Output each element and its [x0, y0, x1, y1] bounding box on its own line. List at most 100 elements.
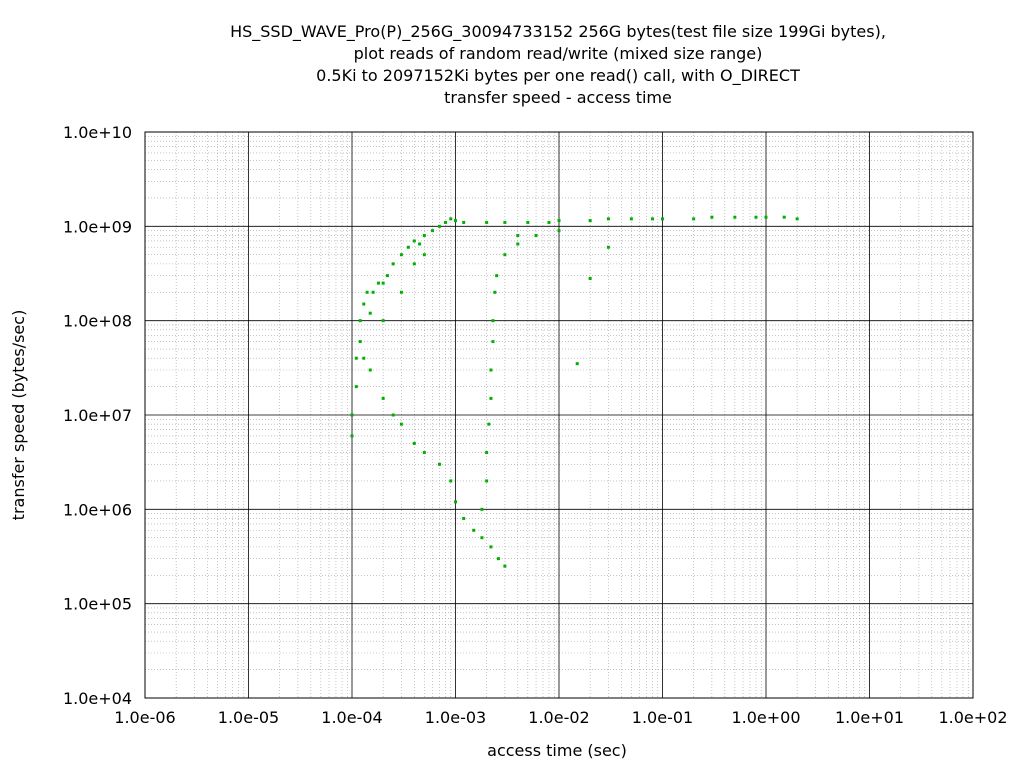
data-point	[449, 479, 453, 483]
data-point	[431, 229, 435, 233]
data-point	[710, 215, 714, 219]
data-point	[495, 274, 499, 278]
data-point	[489, 368, 493, 372]
data-point	[480, 507, 484, 511]
data-point	[534, 233, 538, 237]
data-point	[449, 217, 453, 221]
data-point	[557, 229, 561, 233]
data-point	[354, 385, 358, 389]
data-point	[443, 220, 447, 224]
data-point	[365, 290, 369, 294]
y-tick-label: 1.0e+07	[63, 406, 132, 425]
data-point	[485, 220, 489, 224]
data-point	[588, 219, 592, 223]
data-point	[362, 356, 366, 360]
data-point	[503, 564, 507, 568]
data-point	[485, 479, 489, 483]
data-point	[391, 262, 395, 266]
data-point	[412, 441, 416, 445]
y-tick-label: 1.0e+09	[63, 217, 132, 236]
data-point	[354, 356, 358, 360]
x-tick-label: 1.0e+01	[835, 708, 904, 727]
data-point	[371, 290, 375, 294]
data-point	[491, 340, 495, 344]
x-axis-label: access time (sec)	[487, 741, 627, 760]
data-point	[489, 545, 493, 549]
y-axis-label: transfer speed (bytes/sec)	[9, 310, 28, 521]
data-point	[462, 220, 466, 224]
y-tick-label: 1.0e+10	[63, 123, 132, 142]
data-point	[399, 422, 403, 426]
data-point	[526, 220, 530, 224]
y-axis-ticks: 1.0e+04 1.0e+05 1.0e+06 1.0e+07 1.0e+08 1.0e+…	[63, 123, 132, 708]
data-point	[376, 281, 380, 285]
data-point	[557, 219, 561, 223]
data-point	[362, 302, 366, 306]
data-point	[496, 557, 500, 561]
data-point	[588, 276, 592, 280]
data-point	[350, 434, 354, 438]
data-points	[350, 215, 799, 568]
data-point	[606, 245, 610, 249]
data-point	[782, 215, 786, 219]
data-point	[381, 396, 385, 400]
data-point	[692, 217, 696, 221]
x-axis-ticks: 1.0e-06 1.0e-05 1.0e-04 1.0e-03 1.0e-02 1.0e-…	[114, 708, 1007, 727]
plot-frame	[144, 131, 974, 699]
data-point	[462, 516, 466, 520]
data-point	[399, 290, 403, 294]
data-point	[422, 253, 426, 257]
data-point	[491, 319, 495, 323]
x-tick-label: 1.0e-03	[425, 708, 486, 727]
data-point	[422, 233, 426, 237]
data-point	[350, 413, 354, 417]
data-point	[358, 340, 362, 344]
data-point	[503, 253, 507, 257]
data-point	[437, 462, 441, 466]
y-tick-label: 1.0e+08	[63, 312, 132, 331]
data-point	[391, 413, 395, 417]
chart-title-line-3: 0.5Ki to 2097152Ki bytes per one read() …	[316, 66, 800, 86]
data-point	[418, 242, 422, 246]
data-point	[406, 245, 410, 249]
data-point	[412, 262, 416, 266]
data-point	[764, 215, 768, 219]
y-tick-label: 1.0e+04	[63, 689, 132, 708]
data-point	[516, 242, 520, 246]
y-tick-label: 1.0e+05	[63, 595, 132, 614]
y-tick-label: 1.0e+06	[63, 500, 132, 519]
data-point	[437, 224, 441, 228]
data-point	[412, 239, 416, 243]
x-tick-label: 1.0e-02	[528, 708, 589, 727]
data-point	[358, 319, 362, 323]
x-tick-label: 1.0e+02	[938, 708, 1007, 727]
data-point	[606, 217, 610, 221]
chart-title-line-1: HS_SSD_WAVE_Pro(P)_256G_30094733152 256G…	[230, 22, 886, 42]
data-point	[454, 500, 457, 504]
data-point	[454, 219, 457, 223]
data-point	[795, 217, 799, 221]
data-point	[381, 281, 385, 285]
x-tick-label: 1.0e-05	[218, 708, 279, 727]
chart-title-line-4: transfer speed - access time	[444, 88, 672, 107]
data-point	[650, 217, 654, 221]
data-point	[487, 422, 491, 426]
data-point	[422, 451, 426, 455]
data-point	[733, 215, 737, 219]
x-tick-label: 1.0e-01	[632, 708, 693, 727]
chart-title: HS_SSD_WAVE_Pro(P)_256G_30094733152 256G…	[230, 22, 886, 107]
x-tick-label: 1.0e-04	[321, 708, 382, 727]
data-point	[575, 362, 579, 366]
data-point	[493, 290, 497, 294]
data-point	[472, 528, 476, 532]
data-point	[629, 217, 633, 221]
data-point	[385, 274, 389, 278]
data-point	[368, 368, 372, 372]
data-point	[661, 217, 664, 221]
data-point	[516, 233, 520, 237]
chart-title-line-2: plot reads of random read/write (mixed s…	[354, 44, 763, 63]
data-point	[381, 319, 385, 323]
data-point	[503, 220, 507, 224]
x-tick-label: 1.0e-06	[114, 708, 175, 727]
